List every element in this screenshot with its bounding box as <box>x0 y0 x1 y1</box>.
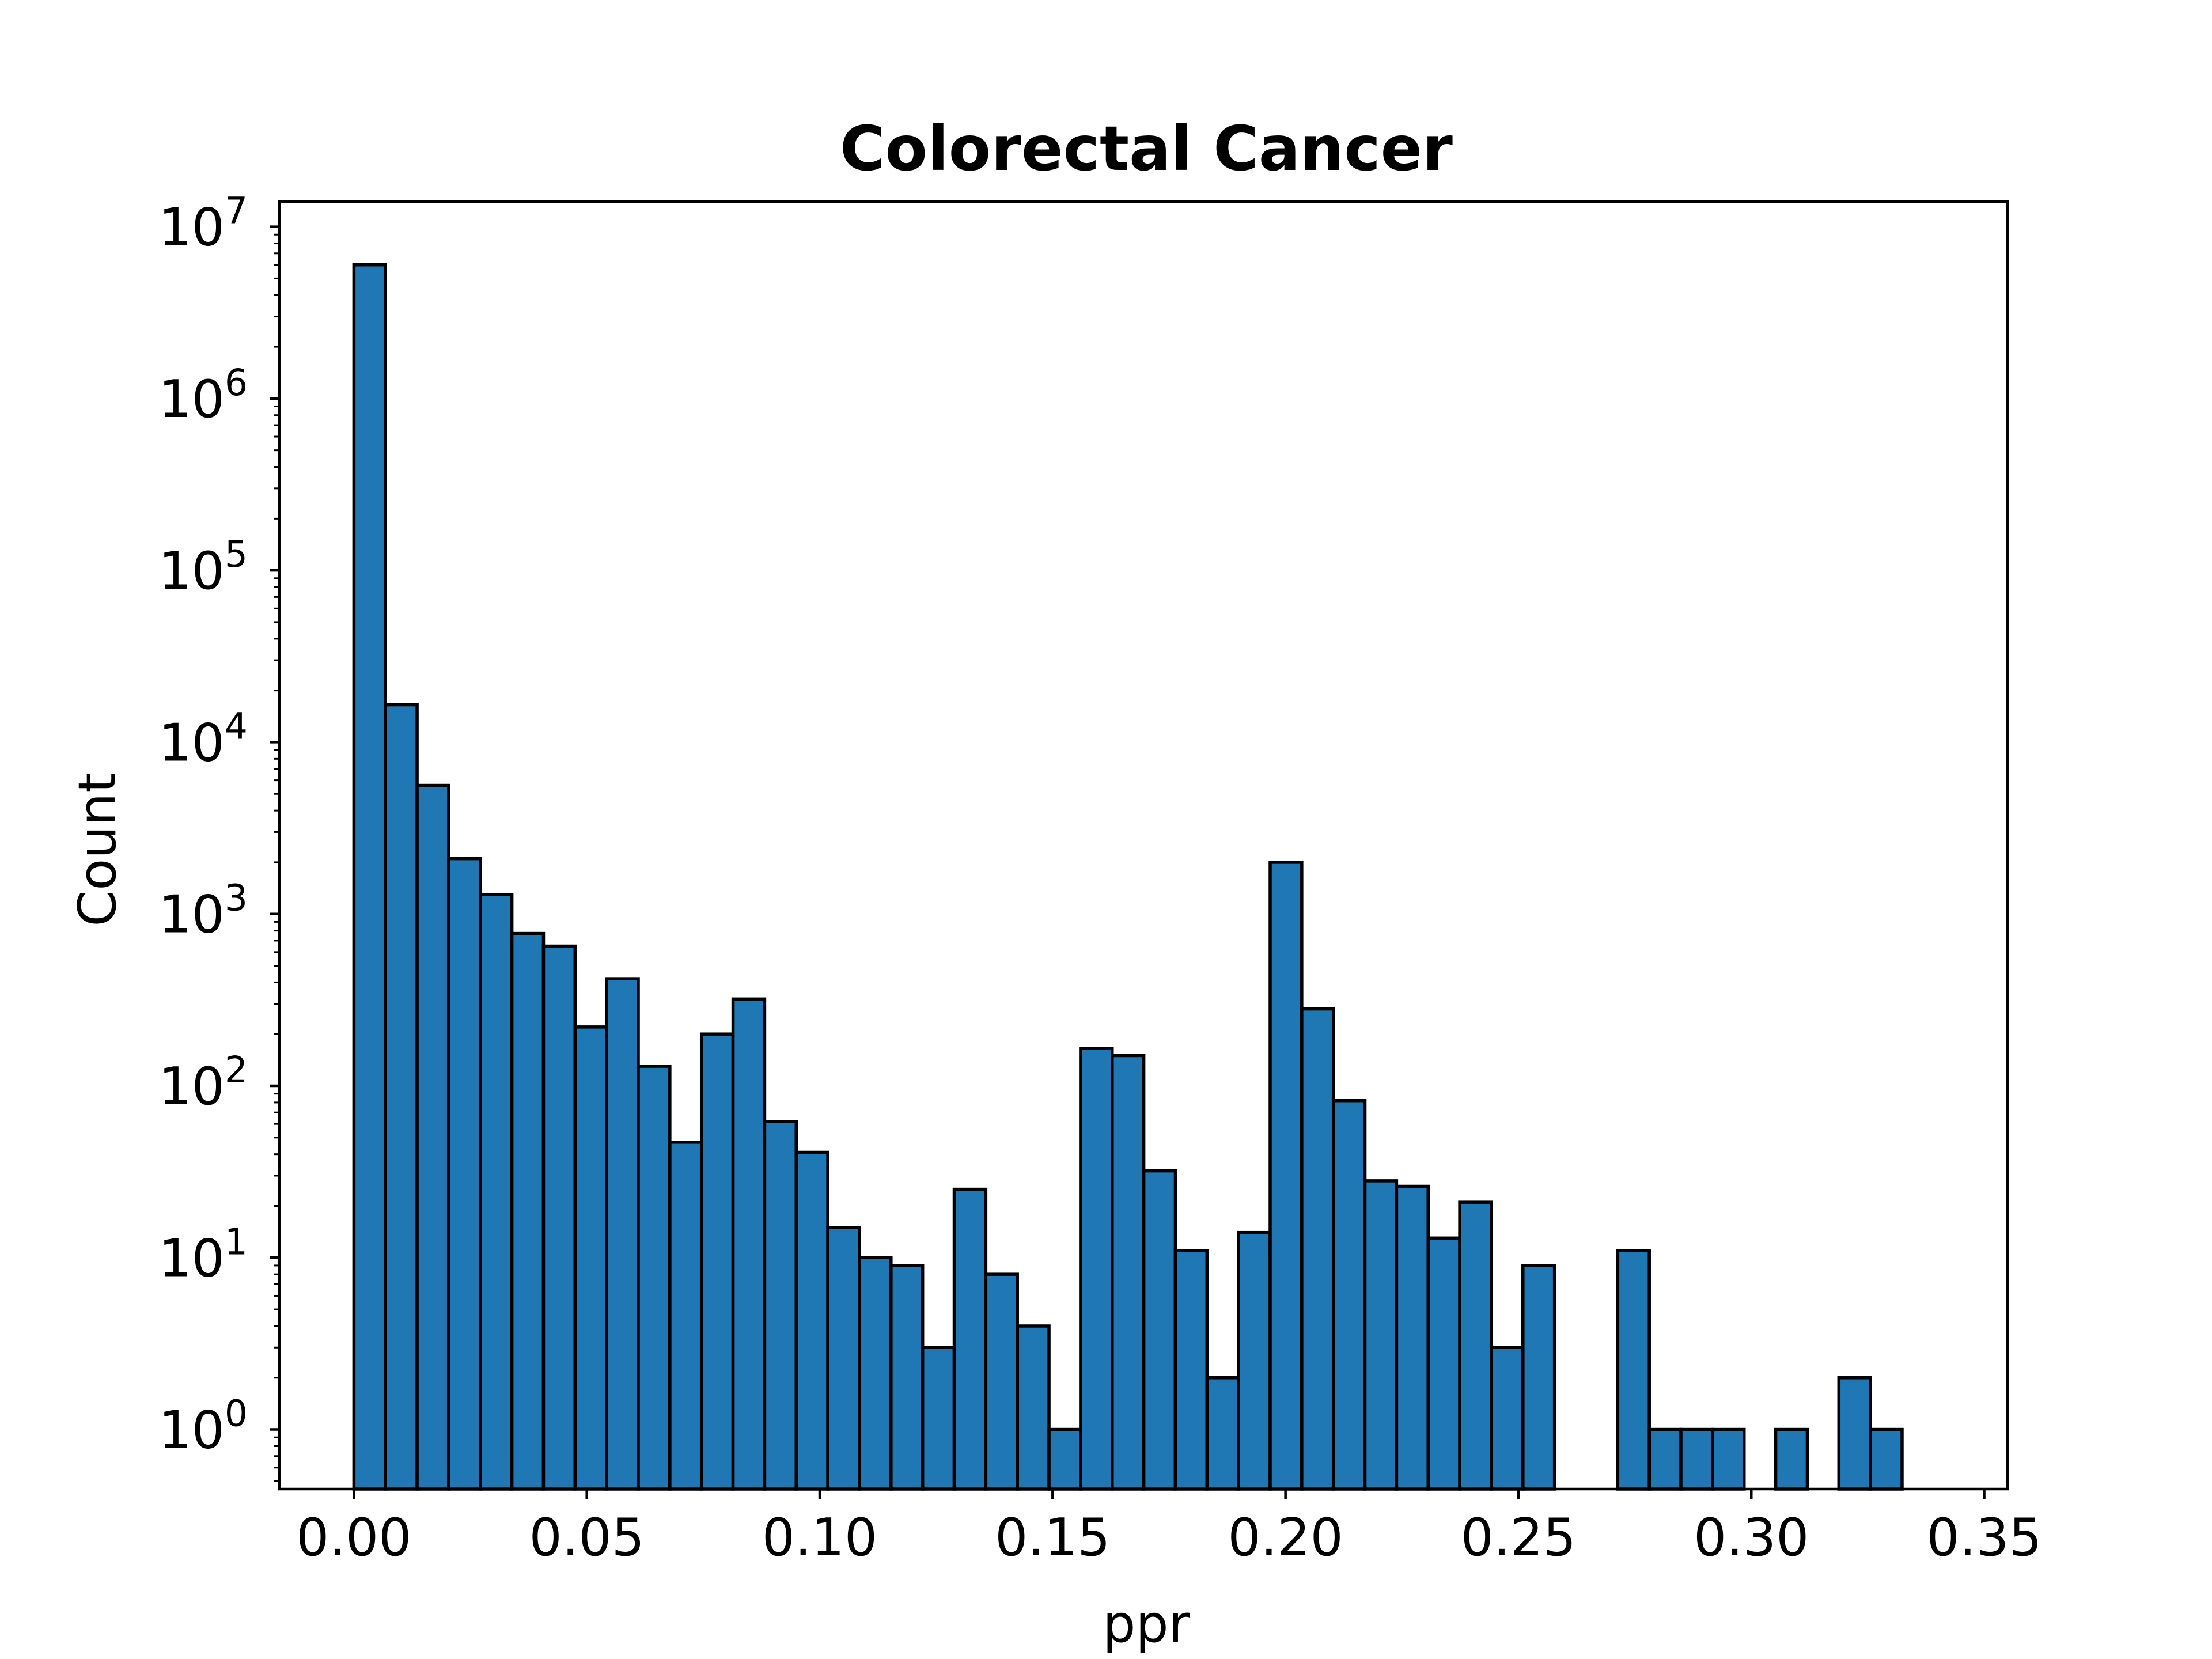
histogram-bar <box>1079 1047 1114 1491</box>
histogram-bar <box>1268 861 1304 1491</box>
x-tick-label: 0.05 <box>529 1508 644 1568</box>
histogram-bar <box>1521 1264 1556 1491</box>
histogram-bar <box>1047 1427 1082 1491</box>
x-tick-label: 0.10 <box>762 1508 877 1568</box>
y-tick-label: 107 <box>158 190 248 258</box>
histogram-bar <box>1837 1376 1872 1491</box>
y-tick-label: 103 <box>158 877 248 945</box>
histogram-bar <box>573 1025 608 1491</box>
histogram-bar <box>541 944 577 1491</box>
histogram-bar <box>858 1256 893 1491</box>
chart-title: Colorectal Cancer <box>840 113 1453 185</box>
histogram-bar <box>1426 1236 1461 1491</box>
histogram-bar <box>1016 1324 1051 1491</box>
histogram-bar <box>1173 1249 1209 1491</box>
histogram-bar <box>352 263 387 1491</box>
y-axis: 100 101 102 103 104 105 106 107 <box>158 190 279 1461</box>
histogram-bar <box>984 1272 1019 1491</box>
x-axis-label: ppr <box>1103 1594 1190 1654</box>
histogram-bar <box>763 1120 798 1491</box>
x-tick-label: 0.20 <box>1228 1508 1343 1568</box>
histogram-bar <box>1395 1184 1430 1491</box>
histogram-bar <box>731 997 767 1491</box>
histogram-bar <box>510 931 546 1491</box>
x-tick-label: 0.30 <box>1694 1508 1809 1568</box>
histogram-bar <box>384 703 419 1491</box>
histogram-bar <box>921 1346 956 1491</box>
histogram-bar <box>1111 1054 1146 1491</box>
x-tick-label: 0.25 <box>1461 1508 1576 1568</box>
histogram-bar <box>1647 1427 1683 1491</box>
histogram-bar <box>1711 1427 1746 1491</box>
histogram-bar <box>447 857 482 1491</box>
histogram-bar <box>479 892 514 1491</box>
histogram-bar <box>1458 1200 1493 1491</box>
y-tick-label: 104 <box>158 705 248 773</box>
histogram-bar <box>699 1032 735 1491</box>
histogram-bar <box>1774 1427 1809 1491</box>
histogram-bar <box>668 1141 703 1491</box>
histogram-bar <box>952 1187 988 1491</box>
histogram-bar <box>1490 1346 1525 1491</box>
y-tick-label: 102 <box>158 1049 248 1117</box>
bars-group <box>352 263 1904 1491</box>
histogram-bar <box>1363 1179 1399 1491</box>
histogram-bar <box>1331 1099 1367 1491</box>
x-tick-label: 0.15 <box>995 1508 1110 1568</box>
y-axis-label: Count <box>67 772 128 926</box>
y-tick-label: 106 <box>158 362 248 430</box>
histogram-bar <box>826 1226 861 1491</box>
histogram-bar <box>794 1150 830 1491</box>
histogram-bar <box>1300 1007 1335 1491</box>
plot-frame <box>278 200 2009 1491</box>
y-tick-label: 100 <box>158 1393 248 1461</box>
y-tick-label: 101 <box>158 1221 248 1289</box>
histogram-bar <box>889 1264 925 1491</box>
histogram-bar <box>637 1065 672 1491</box>
x-tick-label: 0.35 <box>1926 1508 2041 1568</box>
histogram-bar <box>415 783 450 1491</box>
histogram-bar <box>1237 1230 1272 1491</box>
histogram-bar <box>1869 1427 1904 1491</box>
x-axis: 0.00 0.05 0.10 0.15 0.20 0.25 0.30 0.35 <box>296 1489 2042 1568</box>
histogram-bar <box>1205 1376 1240 1491</box>
histogram-bar <box>1142 1169 1177 1491</box>
histogram-bar <box>1679 1427 1714 1491</box>
histogram-bar <box>1616 1249 1651 1491</box>
x-tick-label: 0.00 <box>296 1508 411 1568</box>
histogram-bar <box>605 977 640 1491</box>
y-tick-label: 105 <box>158 533 248 601</box>
